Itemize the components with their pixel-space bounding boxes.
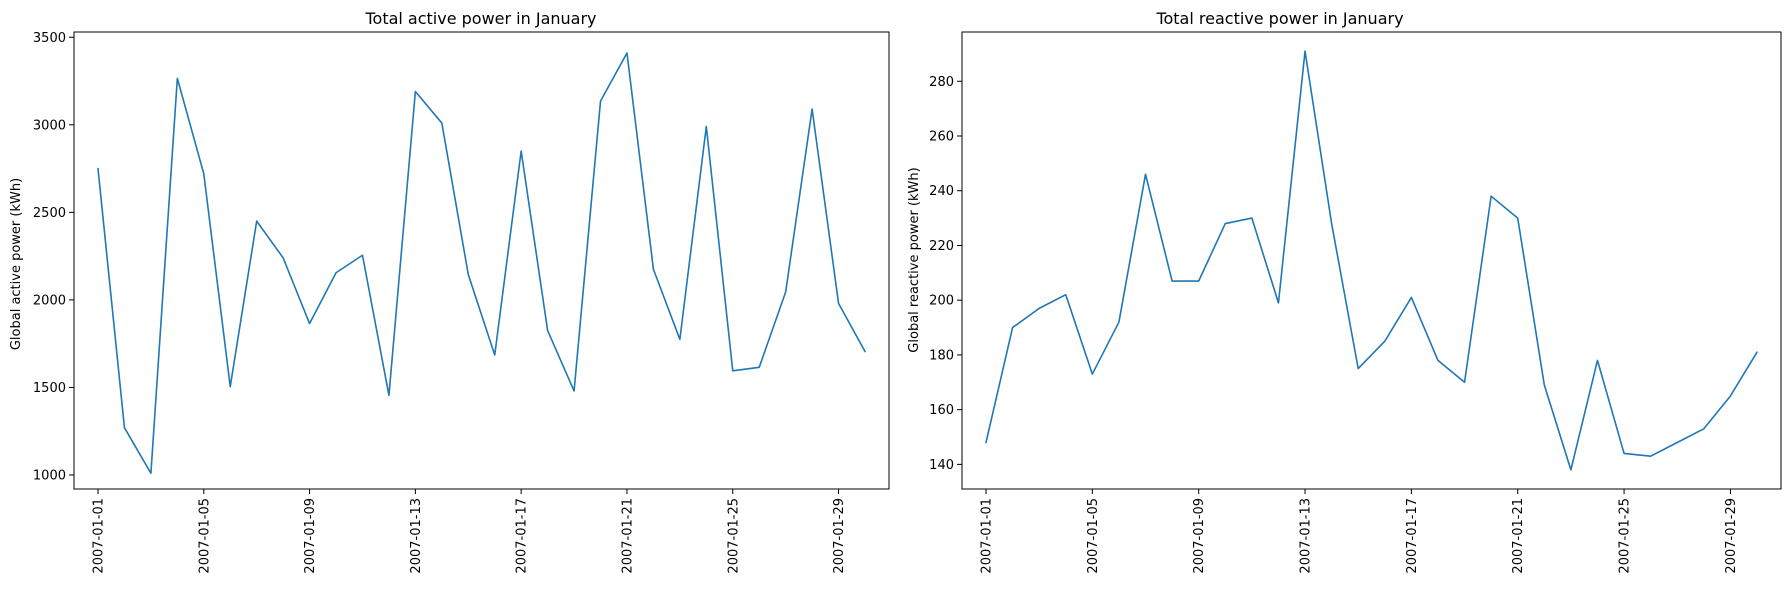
reactive-power-x-tick-label: 2007-01-21 [1511,498,1526,574]
active-power-x-tick-label: 2007-01-09 [303,498,318,574]
reactive-power-x-ticks: 2007-01-01 2007-01-05 2007-01-09 2007-01-13… [980,489,1739,574]
reactive-power-x-tick-label: 2007-01-25 [1618,498,1633,574]
active-power-x-tick-label: 2007-01-29 [832,498,847,574]
reactive-power-y-axis-label: Global reactive power (kWh) [907,167,922,352]
active-power-y-ticks: 1000 1500 2000 2500 3000 3500 [33,31,74,483]
reactive-power-x-tick-label: 2007-01-13 [1299,498,1314,574]
active-power-x-tick-label: 2007-01-13 [409,498,424,574]
reactive-power-x-tick-label: 2007-01-17 [1405,498,1420,574]
reactive-power-chart-title: Total reactive power in January [1155,9,1403,28]
active-power-y-axis-label: Global active power (kWh) [9,178,24,350]
reactive-power-y-tick-label: 140 [929,458,954,473]
reactive-power-x-tick-label: 2007-01-29 [1724,498,1739,574]
reactive-power-x-tick-label: 2007-01-05 [1086,498,1101,574]
reactive-power-y-tick-label: 200 [929,294,954,309]
active-power-y-tick-label: 2500 [33,206,66,221]
active-power-x-tick-label: 2007-01-17 [515,498,530,574]
active-power-x-tick-label: 2007-01-25 [726,498,741,574]
reactive-power-y-tick-label: 280 [929,75,954,90]
reactive-power-y-tick-label: 260 [929,129,954,144]
active-power-y-tick-label: 3000 [33,118,66,133]
reactive-power-y-tick-label: 240 [929,184,954,199]
reactive-power-plot-frame [961,31,1782,490]
active-power-y-tick-label: 2000 [33,293,66,308]
reactive-power-y-ticks: 140 160 180 200 220 240 260 280 [929,75,962,473]
active-power-y-tick-label: 3500 [33,31,66,46]
active-power-series-line [97,52,866,475]
active-power-x-ticks: 2007-01-01 2007-01-05 2007-01-09 2007-01-13… [92,489,847,574]
active-power-chart-title: Total active power in January [364,9,596,28]
active-power-y-tick-label: 1500 [33,381,66,396]
active-power-x-tick-label: 2007-01-21 [620,498,635,574]
active-power-chart: Total active power in January Global act… [9,9,890,574]
reactive-power-x-tick-label: 2007-01-01 [980,498,995,574]
reactive-power-series-line [985,50,1758,471]
reactive-power-y-tick-label: 180 [929,348,954,363]
reactive-power-y-tick-label: 160 [929,403,954,418]
active-power-x-tick-label: 2007-01-01 [92,498,107,574]
active-power-x-tick-label: 2007-01-05 [197,498,212,574]
active-power-plot-frame [73,31,890,490]
active-power-y-tick-label: 1000 [33,468,66,483]
reactive-power-y-tick-label: 220 [929,239,954,254]
reactive-power-x-tick-label: 2007-01-09 [1192,498,1207,574]
reactive-power-chart: Total reactive power in January Global r… [907,9,1782,574]
